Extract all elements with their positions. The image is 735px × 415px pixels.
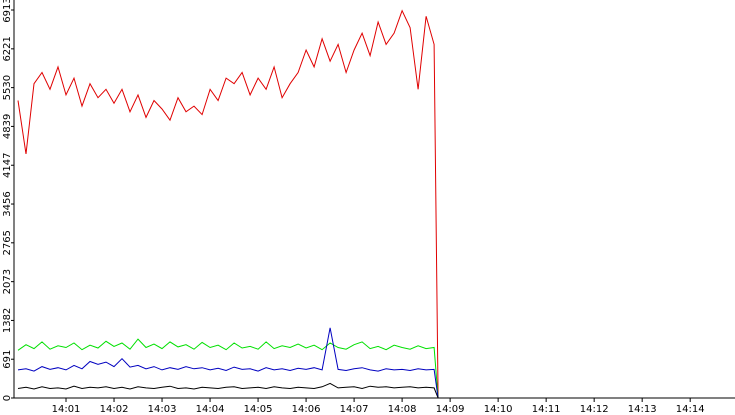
y-tick-label: 6221 — [2, 36, 13, 61]
x-tick-label: 14:11 — [532, 404, 561, 415]
series-line — [17, 382, 439, 399]
y-tick-label: 2765 — [2, 230, 13, 255]
y-tick-label: 5530 — [2, 75, 13, 100]
x-tick-label: 14:01 — [52, 404, 81, 415]
x-tick-label: 14:06 — [292, 404, 321, 415]
x-tick-label: 14:13 — [628, 404, 657, 415]
y-tick-label: 6913 — [2, 0, 13, 23]
x-tick-label: 14:02 — [100, 404, 129, 415]
x-tick-label: 14:07 — [340, 404, 369, 415]
series-line — [17, 9, 439, 399]
y-tick-label: 691 — [2, 350, 13, 369]
series-line — [17, 327, 439, 399]
x-tick-label: 14:12 — [580, 404, 609, 415]
y-tick-label: 4147 — [2, 153, 13, 178]
x-tick-label: 14:09 — [436, 404, 465, 415]
x-tick-label: 14:05 — [244, 404, 273, 415]
y-tick-label: 2073 — [2, 269, 13, 294]
x-tick-label: 14:03 — [148, 404, 177, 415]
x-tick-label: 14:10 — [484, 404, 513, 415]
y-tick-label: 4839 — [2, 114, 13, 139]
y-tick-label: 0 — [2, 395, 13, 401]
x-tick-label: 14:08 — [388, 404, 417, 415]
y-tick-label: 3456 — [2, 191, 13, 216]
y-tick-label: 1382 — [2, 308, 13, 333]
x-tick-label: 14:14 — [676, 404, 705, 415]
x-tick-label: 14:04 — [196, 404, 225, 415]
series-line — [17, 338, 439, 399]
